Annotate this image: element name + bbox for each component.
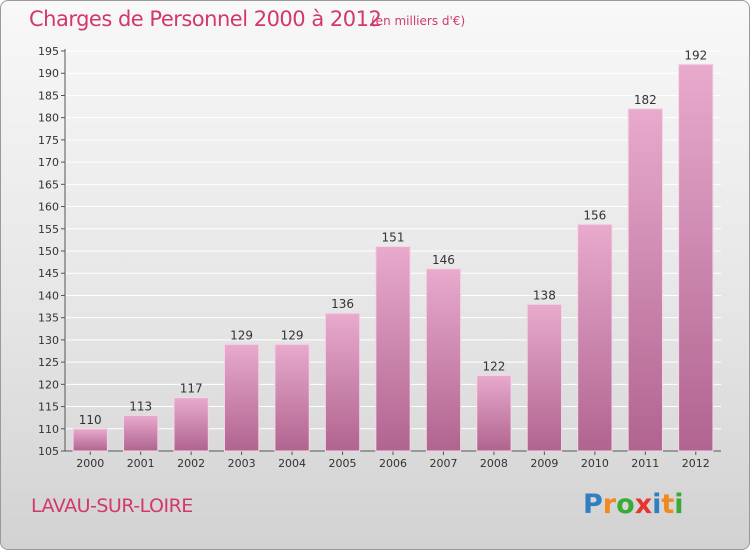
bar-2007 — [425, 268, 462, 452]
bar-2001 — [123, 414, 159, 452]
y-tick-label: 170 — [38, 156, 59, 169]
logo-letter: o — [616, 489, 635, 520]
y-tick-label: 140 — [38, 289, 59, 302]
y-tick-label: 150 — [38, 245, 59, 258]
y-tick-label: 160 — [38, 201, 59, 214]
data-labels: 110 113 117 129 129 136 151 146 122 138 156 182 192 — [79, 48, 707, 426]
y-tick-label: 145 — [38, 267, 59, 280]
bar-2010 — [577, 223, 613, 452]
y-tick-label: 190 — [38, 67, 59, 80]
y-tick-label: 165 — [38, 178, 59, 191]
data-label-2005: 136 — [331, 297, 354, 311]
x-tick-label-2008: 2008 — [480, 457, 508, 470]
x-tick-label-2010: 2010 — [581, 457, 609, 470]
logo-letter: t — [661, 489, 675, 520]
y-tick-label: 110 — [38, 423, 59, 436]
y-tick-labels: 105 110 115 120 125 130 135 140 145 150 155 160 165 1… — [38, 45, 59, 458]
logo-letter: r — [602, 489, 617, 520]
x-tick-label-2007: 2007 — [429, 457, 457, 470]
y-tick-label: 105 — [38, 445, 59, 458]
bar-2005 — [324, 312, 361, 452]
x-tick-label-2000: 2000 — [76, 457, 104, 470]
x-tick-label-2006: 2006 — [379, 457, 407, 470]
data-label-2001: 113 — [129, 399, 152, 413]
bar-2003 — [223, 343, 260, 452]
bars — [72, 63, 714, 452]
y-tick-label: 175 — [38, 134, 59, 147]
x-tick-label-2003: 2003 — [228, 457, 256, 470]
x-tick-label-2012: 2012 — [682, 457, 710, 470]
bar-2004 — [274, 343, 310, 452]
y-tick-label: 185 — [38, 89, 59, 102]
y-tick-label: 195 — [38, 45, 59, 58]
data-label-2011: 182 — [634, 93, 657, 107]
x-tick-labels: 2000 2001 2002 2003 2004 2005 2006 2007 2008 2009… — [76, 457, 710, 470]
x-tick-label-2011: 2011 — [631, 457, 659, 470]
y-tick-label: 135 — [38, 312, 59, 325]
data-label-2010: 156 — [583, 208, 606, 222]
bar-2008 — [476, 374, 512, 452]
logo-letter: i — [652, 489, 662, 520]
bar-2009 — [526, 303, 563, 452]
x-tick-label-2005: 2005 — [329, 457, 357, 470]
logo-letter: x — [634, 489, 653, 520]
y-tick-label: 155 — [38, 223, 59, 236]
bar-2006 — [375, 246, 411, 452]
y-tick-label: 130 — [38, 334, 59, 347]
x-tick-label-2002: 2002 — [177, 457, 205, 470]
data-label-2000: 110 — [79, 413, 102, 427]
data-label-2007: 146 — [432, 253, 455, 267]
y-tick-label: 115 — [38, 401, 59, 414]
x-tick-label-2009: 2009 — [530, 457, 558, 470]
data-label-2002: 117 — [180, 382, 203, 396]
x-tick-label-2001: 2001 — [127, 457, 155, 470]
data-label-2006: 151 — [382, 231, 405, 245]
bar-2002 — [173, 397, 209, 452]
proxiti-logo: Proxiti — [583, 489, 684, 520]
data-label-2009: 138 — [533, 288, 556, 302]
x-tick-label-2004: 2004 — [278, 457, 306, 470]
commune-name: LAVAU-SUR-LOIRE — [31, 495, 193, 517]
bar-2012 — [678, 63, 714, 452]
data-label-2012: 192 — [684, 48, 707, 62]
bar-2011 — [627, 108, 663, 452]
data-label-2008: 122 — [482, 359, 505, 373]
logo-letter: i — [674, 489, 684, 520]
y-tick-label: 125 — [38, 356, 59, 369]
chart-subtitle: (en milliers d'€) — [371, 14, 466, 28]
y-tick-label: 180 — [38, 112, 59, 125]
y-tick-label: 120 — [38, 378, 59, 391]
data-label-2004: 129 — [281, 328, 304, 342]
logo-letter: P — [583, 489, 603, 520]
data-label-2003: 129 — [230, 328, 253, 342]
chart-title: Charges de Personnel 2000 à 2012 — [29, 7, 382, 31]
bar-2000 — [72, 428, 108, 452]
